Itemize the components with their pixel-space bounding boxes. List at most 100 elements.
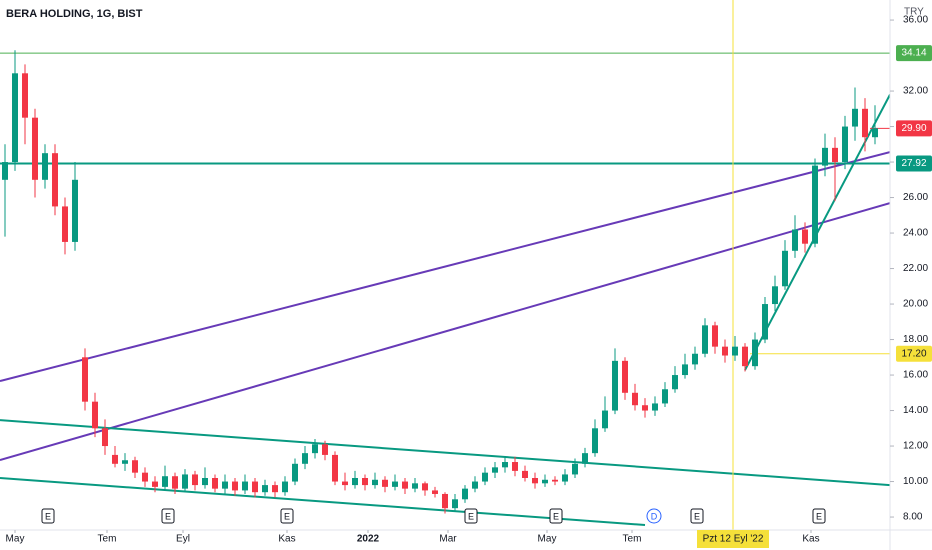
candle-body — [202, 477, 208, 486]
candle-body — [482, 472, 488, 482]
candle-body — [782, 250, 788, 287]
event-marker — [161, 508, 175, 524]
y-tick-label: 22.00 — [903, 263, 928, 274]
candle-body — [552, 479, 558, 482]
candle-body — [602, 410, 608, 429]
candle-body — [72, 179, 78, 242]
candle-body — [792, 229, 798, 251]
event-label: E — [45, 511, 51, 521]
candle-body — [102, 428, 108, 447]
candle-body — [512, 462, 518, 471]
candle-body — [812, 165, 818, 244]
candle-body — [172, 476, 178, 489]
candle-body — [92, 401, 98, 429]
candle-body — [262, 485, 268, 493]
event-label: E — [468, 511, 474, 521]
candle-body — [302, 453, 308, 464]
candle-body — [42, 153, 48, 180]
candle-body — [82, 357, 88, 402]
x-tick-label: May — [6, 534, 25, 545]
candle-body — [762, 304, 768, 340]
event-label: D — [651, 511, 658, 521]
event-label: E — [694, 511, 700, 521]
candle-body — [242, 481, 248, 491]
candle-body — [432, 490, 438, 494]
price-label: 29.90 — [901, 123, 926, 134]
y-tick-label: 14.00 — [903, 405, 928, 416]
candle-body — [52, 153, 58, 207]
event-marker — [812, 508, 826, 524]
x-tick-label: Mar — [439, 534, 457, 545]
candle-body — [822, 147, 828, 166]
x-tick-label: Tem — [98, 534, 117, 545]
candle-body — [872, 128, 878, 138]
event-marker — [464, 508, 478, 524]
candle-body — [322, 444, 328, 455]
candle-body — [832, 147, 838, 163]
price-label-box — [896, 45, 932, 62]
currency: TRY — [904, 7, 924, 18]
candle-body — [662, 389, 668, 404]
y-tick-label: 8.00 — [903, 512, 923, 523]
x-tick-label: Kas — [802, 534, 819, 545]
y-tick-label: 12.00 — [903, 441, 928, 452]
candle-body — [492, 467, 498, 473]
trend-line — [0, 202, 890, 462]
event-marker — [690, 508, 704, 524]
candle-body — [152, 481, 158, 487]
y-tick-label: 26.00 — [903, 192, 928, 203]
candle-body — [412, 483, 418, 489]
candle-body — [622, 360, 628, 393]
trend-line — [0, 419, 890, 487]
candle-body — [332, 454, 338, 482]
y-tick-label: 32.00 — [903, 86, 928, 97]
price-label: 27.92 — [901, 158, 926, 169]
candle-body — [692, 353, 698, 365]
candle-body — [462, 488, 468, 500]
candle-body — [452, 499, 458, 509]
candle-body — [382, 479, 388, 487]
candle-body — [62, 206, 68, 242]
candle-body — [712, 325, 718, 347]
crosshair-label-box — [697, 530, 769, 548]
x-tick-label: Kas — [278, 534, 295, 545]
candle-body — [212, 477, 218, 489]
event-label: E — [553, 511, 559, 521]
candle-body — [472, 481, 478, 489]
price-label-box — [896, 155, 932, 172]
candle-body — [592, 428, 598, 454]
candle-body — [862, 108, 868, 138]
candle-body — [312, 444, 318, 454]
candle-body — [232, 481, 238, 491]
price-label: 17.20 — [901, 348, 926, 359]
event-marker — [41, 508, 55, 524]
chart-title: BERA HOLDING, 1G, BIST — [6, 8, 143, 20]
candle-body — [722, 346, 728, 356]
plot-area — [0, 0, 890, 530]
candle-body — [32, 117, 38, 180]
candle-body — [522, 470, 528, 478]
price-label-box — [896, 120, 932, 137]
candle-body — [562, 474, 568, 482]
candle-body — [532, 477, 538, 484]
candle-body — [632, 392, 638, 406]
candle-body — [132, 460, 138, 473]
candle-body — [732, 346, 738, 356]
candle-body — [292, 463, 298, 482]
candle-body — [842, 126, 848, 163]
x-tick-label: May — [538, 534, 557, 545]
candle-body — [502, 462, 508, 468]
x-tick-label: Tem — [623, 534, 642, 545]
x-tick-label: Eyl — [176, 534, 190, 545]
candle-body — [542, 479, 548, 484]
candle-body — [272, 485, 278, 493]
event-marker — [646, 508, 662, 524]
y-tick-label: 24.00 — [903, 228, 928, 239]
candle-body — [252, 481, 258, 493]
candle-body — [572, 463, 578, 475]
candle-body — [182, 474, 188, 489]
candle-body — [802, 229, 808, 244]
candle-body — [612, 360, 618, 411]
